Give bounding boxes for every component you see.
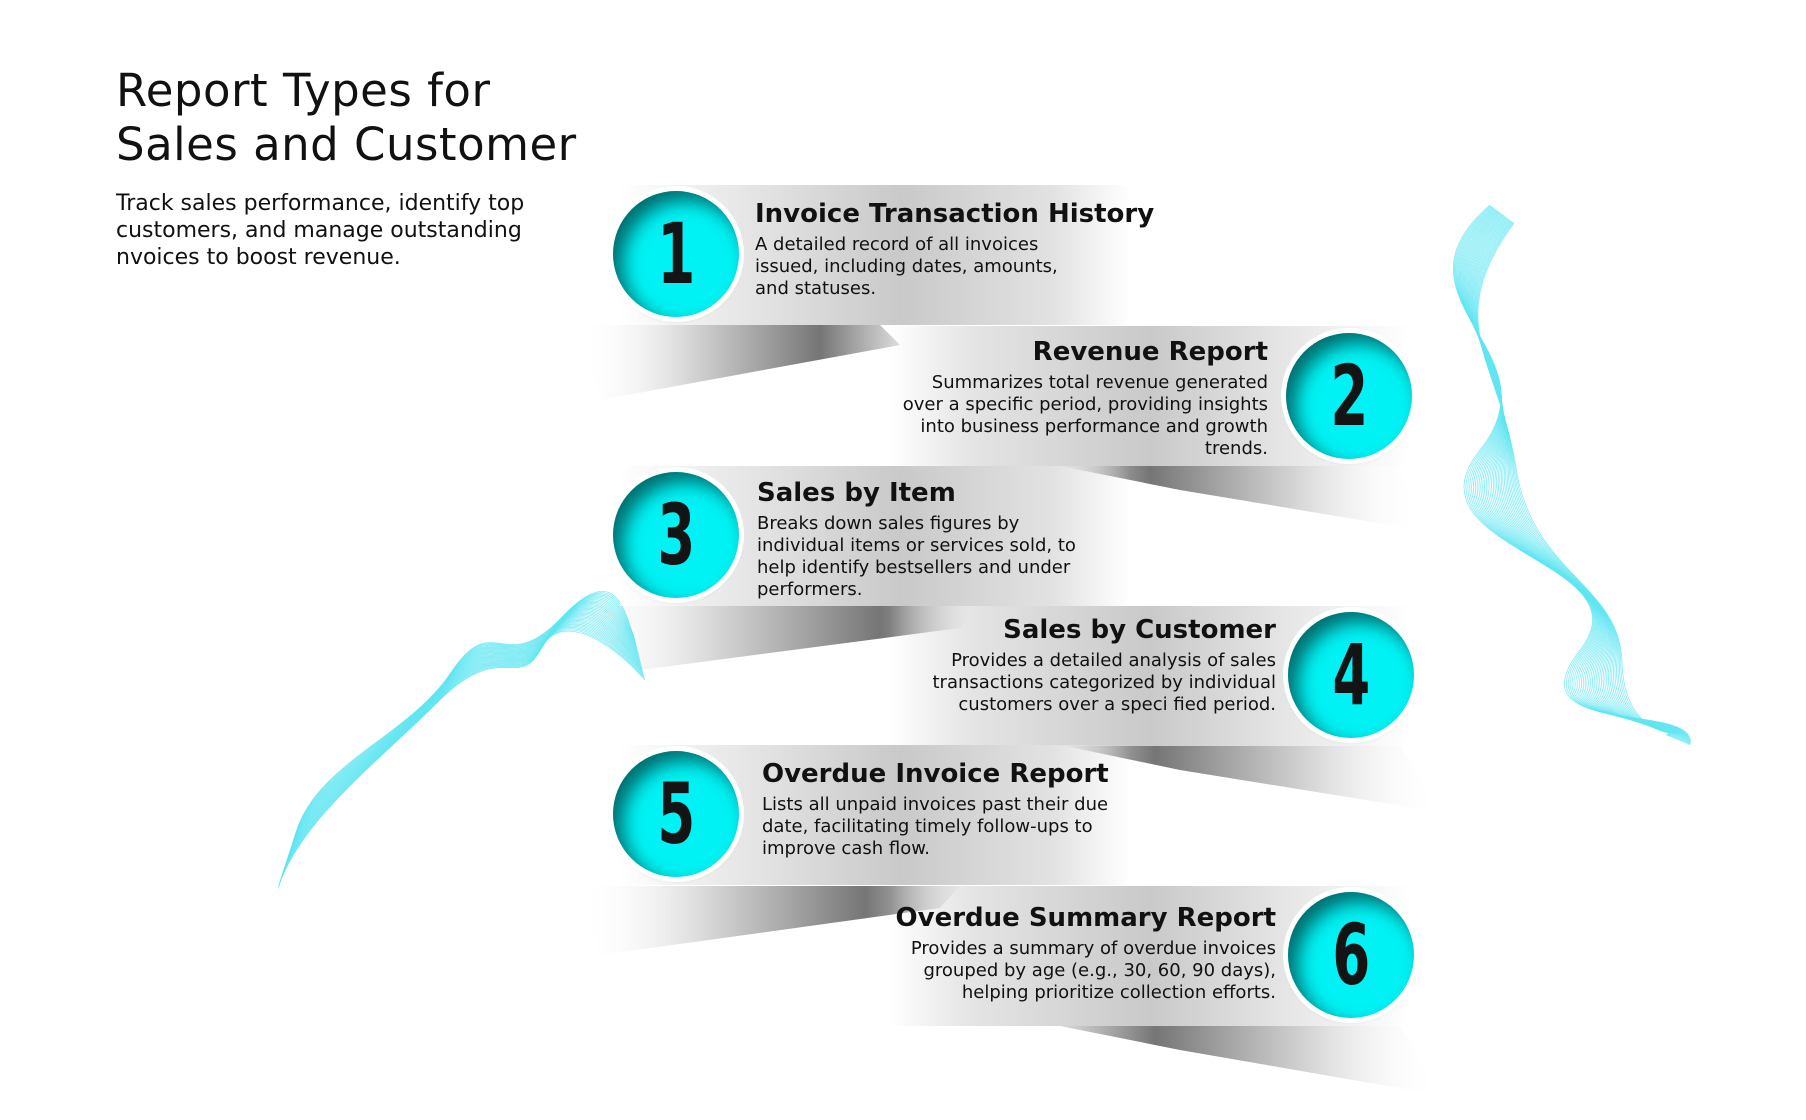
number-badge-6: 6 — [1288, 892, 1414, 1018]
number-badge-5: 5 — [613, 751, 739, 877]
number-5: 5 — [657, 765, 695, 863]
page-title: Report Types for Sales and Customer — [116, 64, 636, 172]
item-5: Overdue Invoice Report Lists all unpaid … — [762, 758, 1132, 860]
item-desc-4: Provides a detailed analysis of sales tr… — [932, 650, 1276, 715]
number-3: 3 — [657, 486, 695, 584]
item-desc-6: Provides a summary of overdue invoices g… — [910, 938, 1276, 1003]
item-6: Overdue Summary Report Provides a summar… — [878, 902, 1276, 1004]
page-title-line1: Report Types for — [116, 64, 491, 117]
number-4: 4 — [1332, 626, 1370, 724]
ribbon-shadow-1 — [580, 325, 900, 400]
item-title-6: Overdue Summary Report — [895, 903, 1276, 933]
number-badge-3: 3 — [613, 472, 739, 598]
ribbon-shadow-5 — [580, 886, 960, 955]
item-title-5: Overdue Invoice Report — [762, 759, 1109, 789]
number-badge-4: 4 — [1288, 612, 1414, 738]
item-desc-1: A detailed record of all invoices issued… — [755, 234, 1058, 299]
wave-lines-left — [277, 591, 646, 889]
number-1: 1 — [657, 205, 695, 303]
item-2: Revenue Report Summarizes total revenue … — [898, 336, 1268, 460]
number-6: 6 — [1332, 906, 1370, 1004]
wave-line-art — [277, 204, 1691, 889]
ribbon-shadow-2 — [1060, 466, 1420, 530]
number-2: 2 — [1330, 347, 1368, 445]
number-badge-1: 1 — [613, 191, 739, 317]
ribbon-shadow-4 — [1060, 745, 1440, 812]
ribbon-shadow-6 — [1060, 1026, 1440, 1095]
number-badge-2: 2 — [1286, 333, 1412, 459]
item-4: Sales by Customer Provides a detailed an… — [918, 614, 1276, 716]
page-title-line2: Sales and Customer — [116, 118, 577, 171]
page-subtitle: Track sales performance, identify top cu… — [116, 191, 525, 270]
item-desc-3: Breaks down sales figures by individual … — [757, 513, 1076, 600]
ribbon-shadow-3 — [580, 606, 980, 670]
wave-lines-right — [1453, 204, 1691, 746]
item-title-4: Sales by Customer — [1003, 615, 1276, 645]
item-title-3: Sales by Item — [757, 478, 956, 508]
item-title-1: Invoice Transaction History — [755, 199, 1155, 229]
item-3: Sales by Item Breaks down sales figures … — [757, 477, 1097, 601]
item-desc-2: Summarizes total revenue generated over … — [902, 372, 1268, 459]
ribbon-shadows — [580, 325, 1440, 1095]
item-desc-5: Lists all unpaid invoices past their due… — [762, 794, 1109, 859]
item-title-2: Revenue Report — [1032, 337, 1268, 367]
item-1: Invoice Transaction History A detailed r… — [755, 198, 1155, 300]
header: Report Types for Sales and Customer Trac… — [116, 64, 636, 271]
